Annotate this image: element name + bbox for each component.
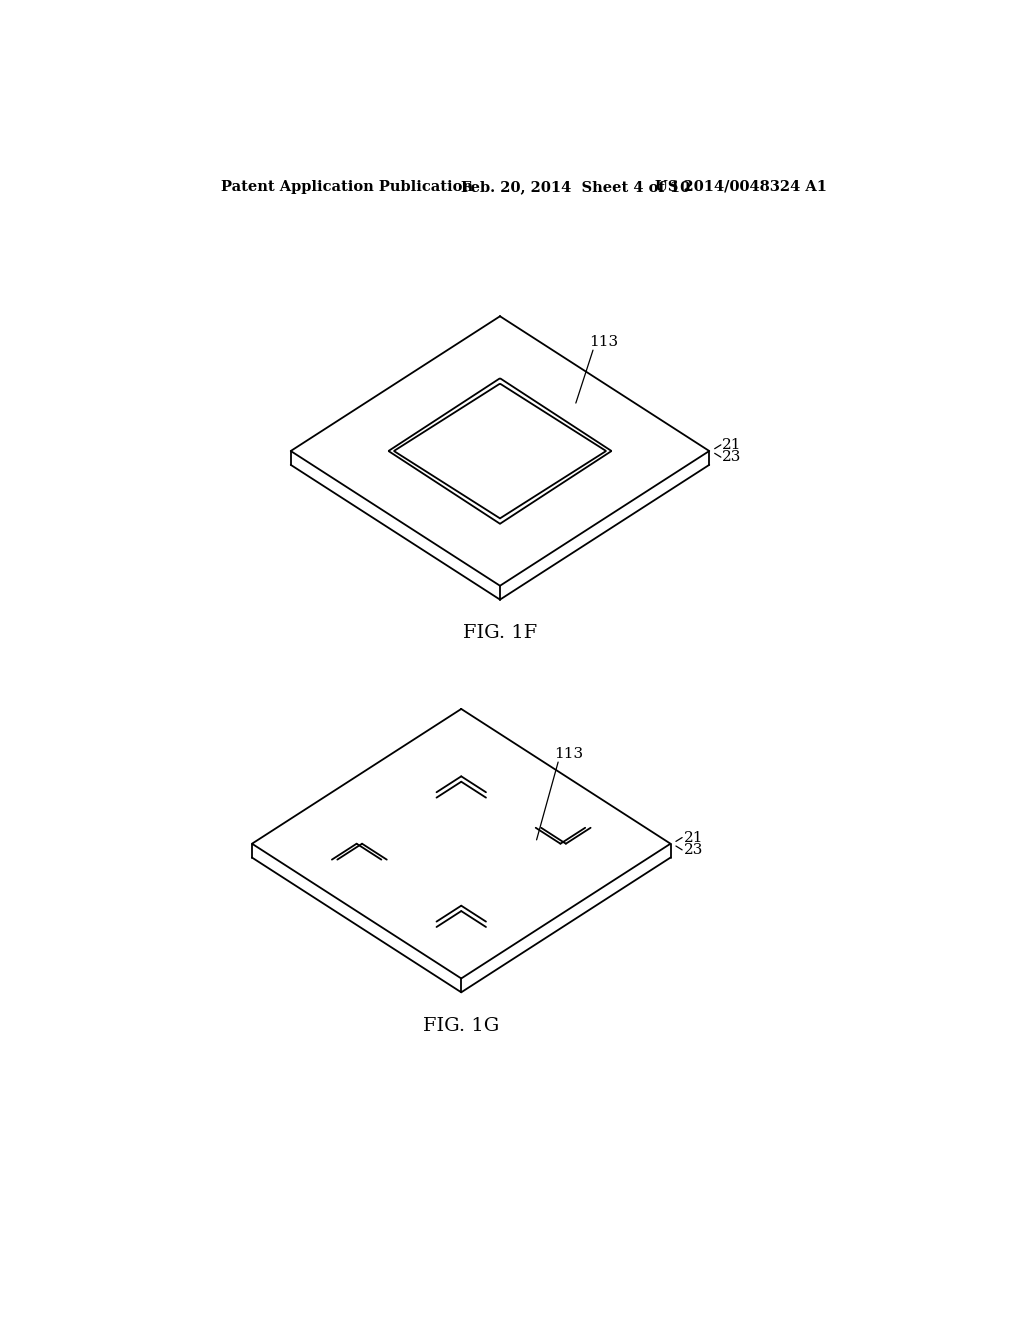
Text: 23: 23 — [684, 843, 703, 857]
Text: 23: 23 — [722, 450, 741, 465]
Text: FIG. 1G: FIG. 1G — [423, 1016, 500, 1035]
Text: Patent Application Publication: Patent Application Publication — [221, 180, 473, 194]
Text: US 2014/0048324 A1: US 2014/0048324 A1 — [655, 180, 827, 194]
Text: 21: 21 — [684, 830, 703, 845]
Text: 21: 21 — [722, 438, 742, 451]
Text: 113: 113 — [589, 334, 618, 348]
Text: 113: 113 — [554, 747, 584, 760]
Text: Feb. 20, 2014  Sheet 4 of 10: Feb. 20, 2014 Sheet 4 of 10 — [461, 180, 690, 194]
Text: FIG. 1F: FIG. 1F — [463, 624, 538, 642]
